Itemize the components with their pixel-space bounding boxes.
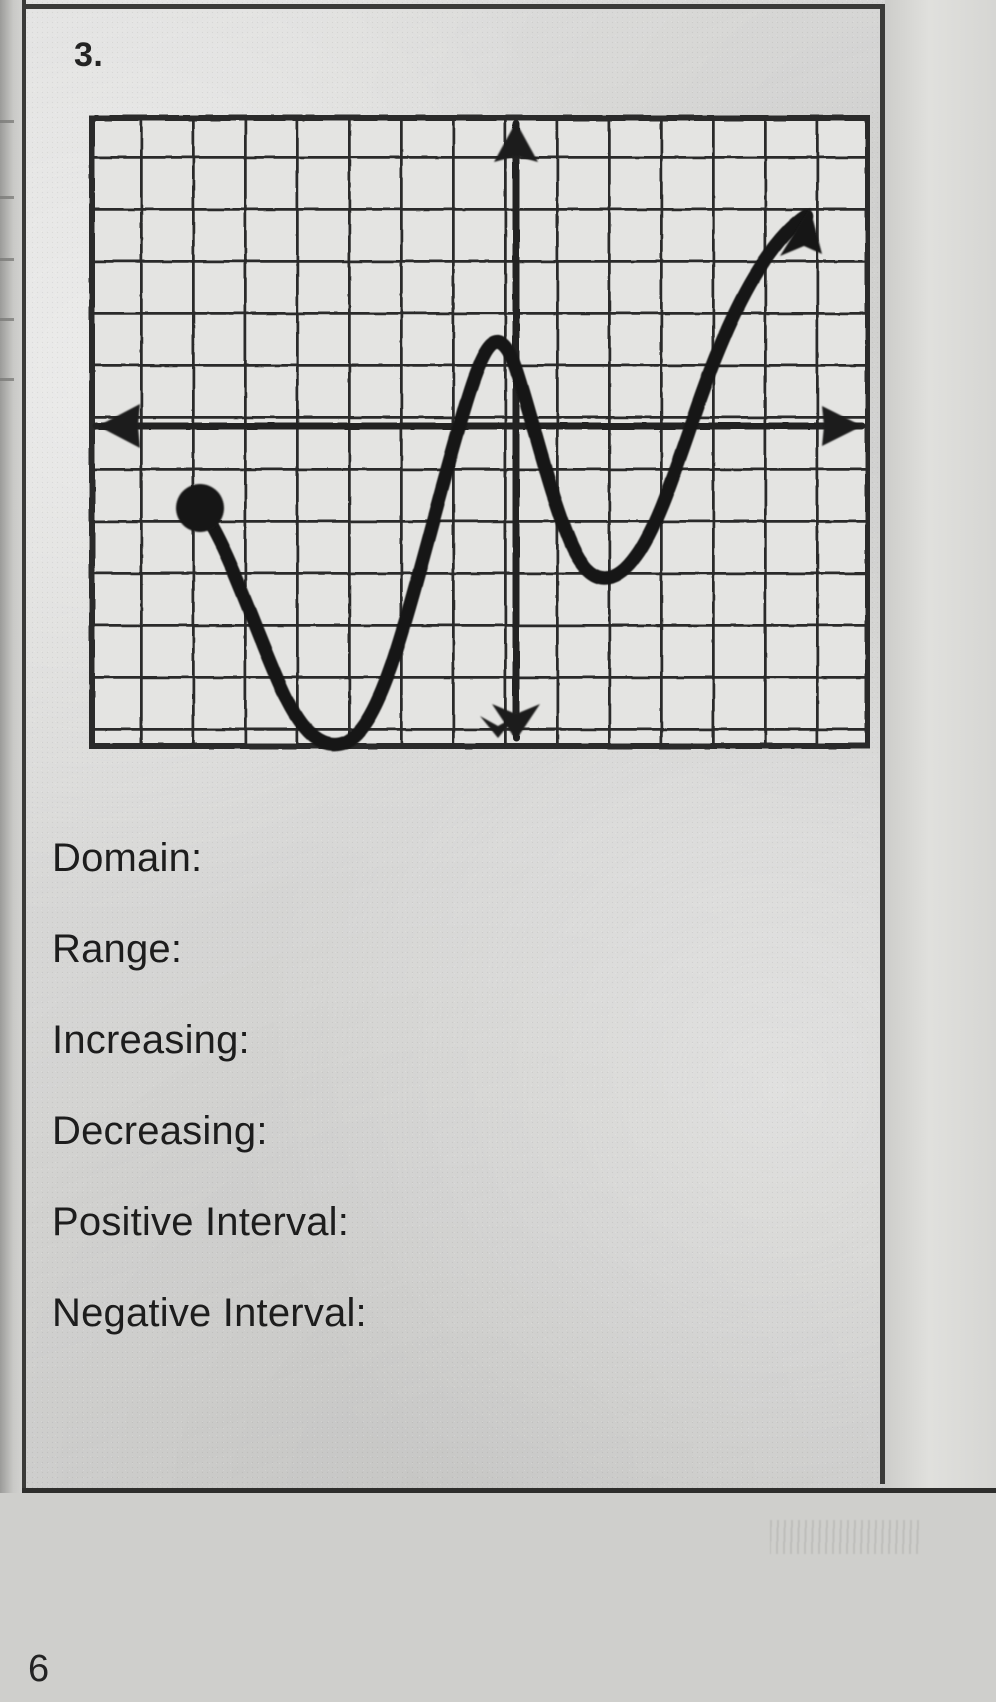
graph-grid (89, 115, 870, 749)
page-footer (0, 1493, 996, 1702)
page-number: 6 (28, 1648, 50, 1690)
graph-axes (92, 120, 866, 742)
page-edge-mark (0, 318, 14, 321)
page-right-border (880, 4, 885, 1484)
page-edge-mark (0, 196, 14, 199)
footer-divider (22, 1488, 996, 1493)
prompt-increasing: Increasing: (52, 1018, 250, 1062)
page-edge-mark (0, 120, 14, 123)
curve-end-arrow-icon (780, 208, 822, 256)
prompt-domain: Domain: (52, 836, 203, 880)
arrow-up-icon (494, 122, 538, 162)
page-right-shadow (885, 0, 996, 1702)
page-left-border (22, 0, 26, 1510)
page-edge-mark (0, 378, 14, 381)
curve-path (193, 209, 813, 752)
page-left-margin (0, 0, 22, 1702)
page-edge-mark (0, 258, 14, 261)
arrow-down-icon (492, 704, 540, 740)
closed-endpoint-dot (176, 484, 224, 532)
function-curve (193, 209, 813, 752)
prompt-range: Range: (52, 927, 183, 971)
arrow-left-icon (98, 404, 140, 448)
prompt-negative-interval: Negative Interval: (52, 1291, 367, 1335)
page-top-border (22, 4, 884, 9)
prompt-positive-interval: Positive Interval: (52, 1200, 350, 1244)
graph-figure (88, 104, 870, 754)
prompt-decreasing: Decreasing: (52, 1109, 268, 1153)
footer-smudge (770, 1520, 920, 1554)
axis-arrowheads (98, 122, 862, 740)
arrow-right-icon (822, 406, 862, 446)
problem-number: 3. (74, 36, 104, 74)
prompt-list: Domain: Range: Increasing: Decreasing: P… (52, 838, 852, 1384)
